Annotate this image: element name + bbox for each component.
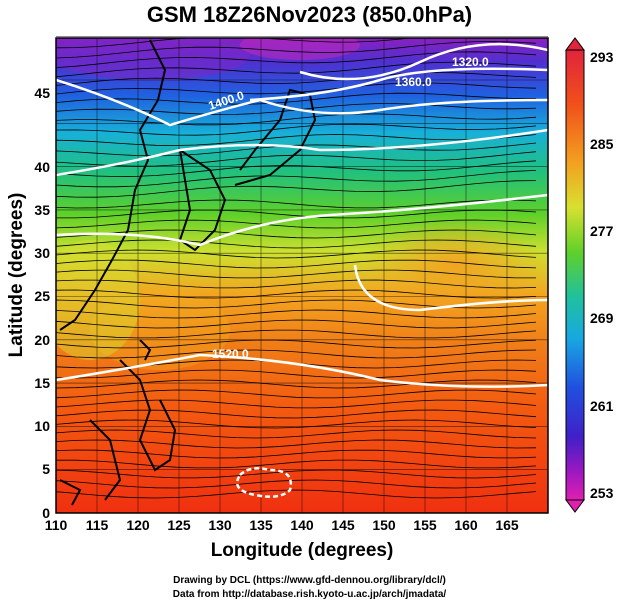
colorbar-scale xyxy=(565,49,585,501)
x-tick-label: 145 xyxy=(331,517,355,533)
x-tick-label: 130 xyxy=(208,517,232,533)
x-tick-label: 150 xyxy=(372,517,396,533)
y-tick-label: 35 xyxy=(34,202,50,218)
y-tick-label: 40 xyxy=(34,159,50,175)
y-tick-label: 20 xyxy=(34,332,50,348)
colorbar-labels: 293 285 277 269 261 253 xyxy=(590,49,614,501)
y-axis-label: Latitude (degrees) xyxy=(6,193,27,358)
x-tick-label: 155 xyxy=(413,517,437,533)
x-tick-label: 135 xyxy=(249,517,273,533)
coastlines xyxy=(59,39,317,506)
contour-label-1520: 1520.0 xyxy=(212,347,249,361)
credit-drawing: Drawing by DCL (https://www.gfd-dennou.o… xyxy=(173,575,446,586)
x-tick-label: 160 xyxy=(454,517,478,533)
grid-lines xyxy=(55,36,549,514)
plot-frame xyxy=(55,37,549,514)
wind-streamlines xyxy=(56,38,537,499)
y-tick-label: 10 xyxy=(34,418,50,434)
credit-data: Data from http://database.rish.kyoto-u.a… xyxy=(172,589,447,600)
colorbar-label: 261 xyxy=(590,398,614,414)
x-axis-label: Longitude (degrees) xyxy=(211,540,394,561)
map-title: GSM 18Z26Nov2023 (850.0hPa) xyxy=(146,2,473,27)
x-tick-label: 125 xyxy=(167,517,191,533)
y-axis-ticks: 0 5 10 15 20 25 30 35 40 45 xyxy=(34,85,50,521)
colorbar-top-arrow xyxy=(565,37,585,51)
colorbar-label: 277 xyxy=(590,223,614,239)
y-tick-label: 0 xyxy=(42,505,50,521)
x-tick-label: 115 xyxy=(86,517,109,533)
x-tick-label: 140 xyxy=(290,517,314,533)
x-tick-label: 165 xyxy=(495,517,519,533)
colorbar-label: 253 xyxy=(590,485,614,501)
y-tick-label: 25 xyxy=(34,288,50,304)
colorbar-bottom-arrow xyxy=(565,499,585,513)
height-contours xyxy=(56,42,548,498)
x-axis-ticks: 110 115 120 125 130 135 140 145 150 155 … xyxy=(45,517,519,533)
x-tick-label: 120 xyxy=(126,517,150,533)
contour-label-1360: 1360.0 xyxy=(395,75,432,89)
y-tick-label: 45 xyxy=(34,85,50,101)
x-tick-label: 110 xyxy=(45,517,68,533)
colorbar-label: 269 xyxy=(590,310,614,326)
y-tick-label: 5 xyxy=(42,461,50,477)
colorbar-label: 285 xyxy=(590,136,614,152)
y-tick-label: 30 xyxy=(34,245,50,261)
colorbar-label: 293 xyxy=(590,49,614,65)
y-tick-label: 15 xyxy=(34,375,50,391)
colorbar: 293 285 277 269 261 253 xyxy=(565,37,614,513)
contour-label-1320: 1320.0 xyxy=(452,55,489,69)
